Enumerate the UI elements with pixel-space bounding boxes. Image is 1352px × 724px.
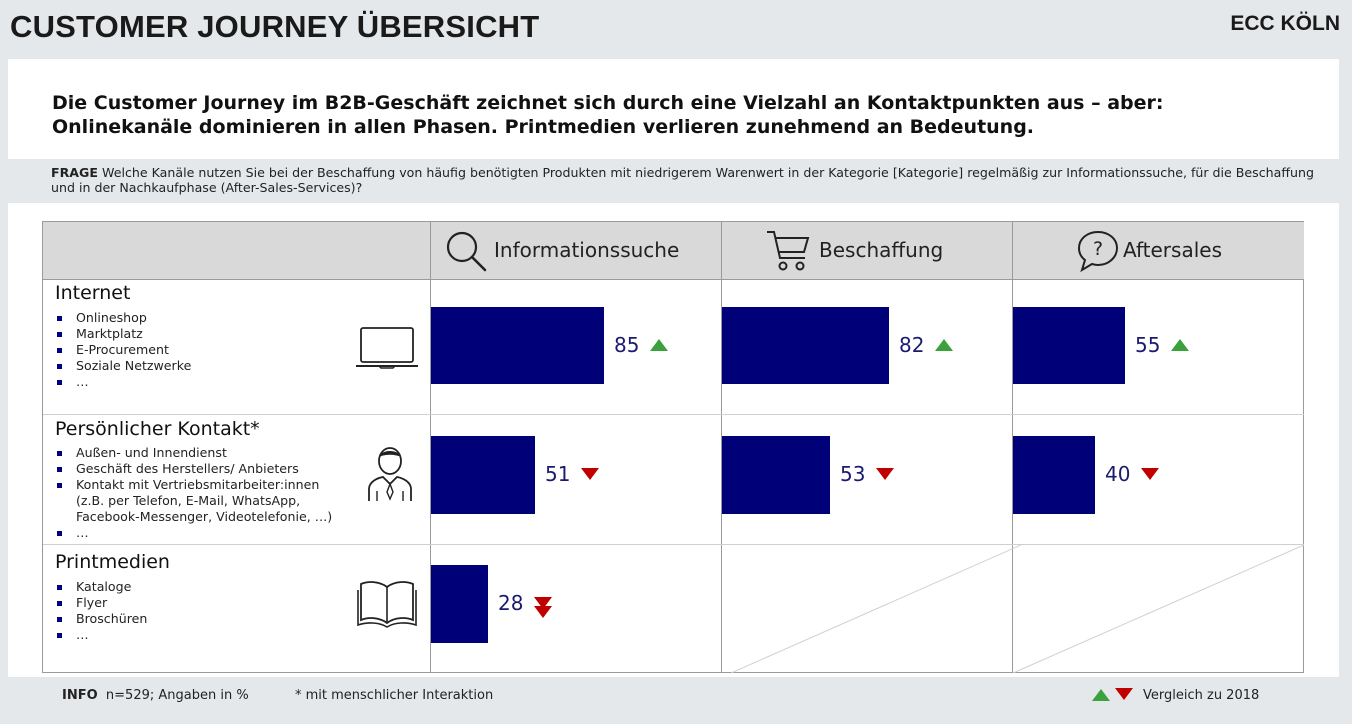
channel-title-internet: Internet — [55, 282, 131, 304]
phase-label: Aftersales — [1123, 238, 1222, 262]
trend-up-triangle — [1171, 338, 1189, 351]
trend-down-triangle — [581, 468, 599, 480]
list-item: Flyer — [57, 595, 147, 611]
channel-items-personal-contact: Außen- und Innendienst Geschäft des Hers… — [57, 445, 332, 541]
list-item: Facebook-Messenger, Videotelefonie, …) — [57, 509, 332, 525]
empty-cell-aftersales-print — [1013, 545, 1304, 673]
header-phase-aftersales: ? Aftersales — [1012, 222, 1304, 280]
list-item-continuation: Facebook-Messenger, Videotelefonie, …) — [76, 509, 333, 524]
bar-value-label: 51 — [545, 462, 571, 486]
list-item: Kataloge — [57, 579, 147, 595]
question-text: Welche Kanäle nutzen Sie bei der Beschaf… — [51, 165, 1314, 195]
list-item: (z.B. per Telefon, E-Mail, WhatsApp, — [57, 493, 332, 509]
footnote: * mit menschlicher Interaktion — [295, 688, 494, 703]
page-title: CUSTOMER JOURNEY ÜBERSICHT — [10, 9, 540, 44]
trend-down-triangle — [534, 606, 552, 618]
bar-value-label: 28 — [498, 591, 524, 615]
list-item: … — [57, 374, 191, 390]
trend-up-triangle — [650, 338, 668, 351]
column-divider — [721, 222, 722, 673]
list-item: Soziale Netzwerke — [57, 358, 191, 374]
trend-down-triangle — [1141, 468, 1159, 480]
list-item: … — [57, 525, 332, 541]
bar-mark — [722, 436, 830, 514]
laptop-icon — [356, 327, 418, 369]
bar-mark — [722, 307, 889, 384]
bar-value-label: 55 — [1135, 332, 1161, 357]
bar-value-label: 85 — [614, 332, 640, 357]
empty-cell-beschaffung-print — [731, 545, 1021, 673]
column-divider — [1012, 222, 1013, 673]
footer-info: INFO n=529; Angaben in % — [62, 688, 249, 703]
legend-up-triangle — [1092, 689, 1110, 701]
list-item: Broschüren — [57, 611, 147, 627]
list-item: E-Procurement — [57, 342, 191, 358]
shopping-cart-icon — [767, 231, 810, 271]
list-item: Kontakt mit Vertriebsmitarbeiter:innen — [57, 477, 332, 493]
trend-down-triangle — [876, 468, 894, 480]
row-divider — [43, 544, 1304, 545]
svg-text:?: ? — [1093, 238, 1103, 260]
bar-mark — [431, 436, 535, 514]
header-phase-informationssuche: Informationssuche — [430, 222, 721, 280]
channel-items-printmedien: Kataloge Flyer Broschüren … — [57, 579, 147, 643]
legend-text: Vergleich zu 2018 — [1143, 688, 1260, 703]
info-label: INFO — [62, 688, 98, 703]
row-divider — [43, 414, 1304, 415]
channel-title-printmedien: Printmedien — [55, 551, 170, 573]
survey-question: FRAGE Welche Kanäle nutzen Sie bei der B… — [51, 165, 1321, 195]
bar-mark — [431, 565, 488, 643]
list-item-continuation: (z.B. per Telefon, E-Mail, WhatsApp, — [76, 493, 301, 508]
person-icon — [368, 447, 412, 501]
question-label: FRAGE — [51, 165, 98, 180]
phase-label: Beschaffung — [819, 238, 944, 262]
headline-line-1: Die Customer Journey im B2B-Geschäft zei… — [52, 92, 1164, 114]
brand-logo-text: ECC KÖLN — [1230, 12, 1340, 35]
header-phase-beschaffung: Beschaffung — [721, 222, 1012, 280]
bar-value-label: 53 — [840, 462, 866, 486]
headline-box: Die Customer Journey im B2B-Geschäft zei… — [8, 59, 1339, 159]
phase-label: Informationssuche — [494, 238, 680, 262]
open-book-icon — [357, 581, 417, 628]
list-item: Geschäft des Herstellers/ Anbieters — [57, 461, 332, 477]
channel-items-internet: Onlineshop Marktplatz E-Procurement Sozi… — [57, 310, 191, 390]
list-item: Marktplatz — [57, 326, 191, 342]
magnifier-icon — [446, 231, 487, 272]
bar-mark — [1013, 307, 1125, 384]
list-item: Onlineshop — [57, 310, 191, 326]
bar-mark — [1013, 436, 1095, 514]
list-item: Außen- und Innendienst — [57, 445, 332, 461]
channel-phase-table: Informationssuche Beschaffung ? Aftersal… — [42, 221, 1304, 673]
list-item: … — [57, 627, 147, 643]
question-bubble-icon: ? — [1077, 230, 1119, 273]
headline-line-2: Onlinekanäle dominieren in allen Phasen.… — [52, 116, 1035, 138]
header-corner-cell — [43, 222, 430, 280]
trend-up-triangle — [935, 338, 953, 351]
bar-value-label: 82 — [899, 332, 925, 357]
bar-mark — [431, 307, 604, 384]
info-text: n=529; Angaben in % — [105, 688, 249, 703]
channel-title-personal-contact: Persönlicher Kontakt* — [55, 418, 260, 440]
column-divider — [430, 222, 431, 673]
legend-down-triangle — [1115, 688, 1133, 700]
headline: Die Customer Journey im B2B-Geschäft zei… — [52, 91, 1322, 139]
bar-value-label: 40 — [1105, 462, 1131, 486]
